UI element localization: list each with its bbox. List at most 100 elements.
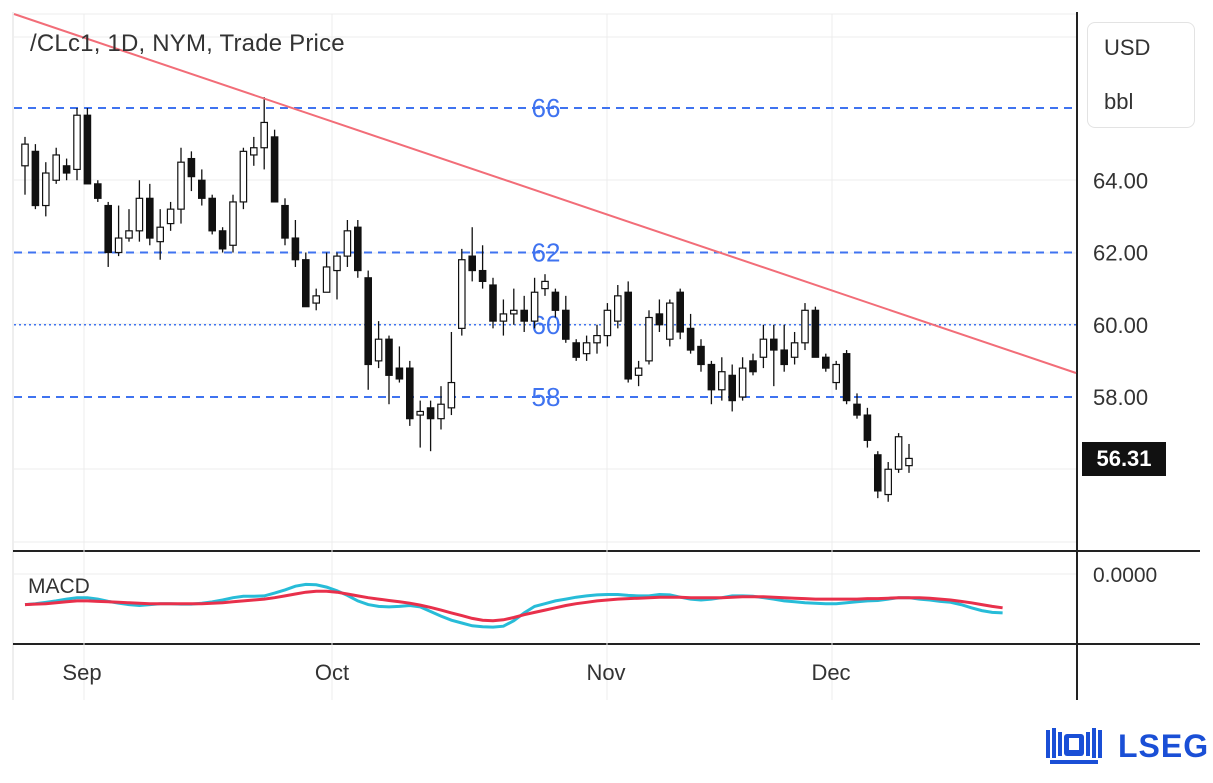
month-label: Dec <box>811 660 850 685</box>
candle-body <box>821 356 830 369</box>
macd-label: MACD <box>28 575 90 598</box>
candle-body <box>499 313 508 322</box>
candle-body <box>343 230 352 257</box>
candle-body <box>749 360 757 373</box>
candle-body <box>728 374 737 402</box>
macd-zero-label: 0.0000 <box>1093 564 1157 587</box>
price-tick-label: 58.00 <box>1093 385 1148 410</box>
candle-body <box>146 197 154 239</box>
candle-body <box>593 334 601 344</box>
candle-body <box>759 338 768 358</box>
candle-body <box>93 183 102 199</box>
price-tick-label: 64.00 <box>1093 168 1148 193</box>
candle-body <box>302 259 310 308</box>
candle-body <box>769 338 778 351</box>
candle-body <box>655 313 664 326</box>
candle-body <box>218 230 227 250</box>
candle-body <box>406 367 414 420</box>
lseg-logo: LSEG <box>1042 724 1209 768</box>
candle-body <box>489 284 497 322</box>
candle-body <box>842 353 851 402</box>
brand-name: LSEG <box>1118 727 1210 764</box>
macd-pane: 0.0000 <box>14 564 1157 629</box>
candle-body <box>156 226 165 243</box>
candle-body <box>468 255 477 272</box>
candle-body <box>426 407 435 420</box>
candle-body <box>73 114 81 171</box>
candle-body <box>333 255 341 272</box>
candle-body <box>416 410 425 416</box>
candle-body <box>281 204 289 239</box>
candle-body <box>166 208 175 225</box>
unit-selector[interactable]: USD bbl <box>1087 22 1195 128</box>
candle-body <box>260 121 269 149</box>
signal-line <box>24 589 1003 623</box>
candle-body <box>561 309 570 340</box>
candle-body <box>905 457 913 467</box>
candle-body <box>863 414 872 441</box>
candle-body <box>239 150 248 203</box>
candle-body <box>250 147 258 156</box>
last-price-tag: 56.31 <box>1082 442 1166 476</box>
candle-body <box>853 403 861 416</box>
price-tick-label: 62.00 <box>1093 241 1148 266</box>
candle-body <box>738 367 747 398</box>
candle-body <box>811 309 820 358</box>
candle-body <box>458 259 466 329</box>
candle-body <box>645 316 653 362</box>
trendline-group <box>13 13 1077 374</box>
candle-body <box>603 309 612 337</box>
candle-body <box>613 295 622 322</box>
level-label-66: 66 <box>532 93 561 123</box>
candle-body <box>177 161 185 210</box>
candle-body <box>395 367 404 380</box>
month-label: Oct <box>315 660 349 685</box>
candle-body <box>530 291 539 322</box>
candle-body <box>198 179 206 199</box>
candle-body <box>686 327 695 351</box>
candle-body <box>270 136 279 203</box>
candle-body <box>634 367 643 376</box>
candle-body <box>354 226 362 272</box>
candle-body <box>582 342 591 355</box>
candle-body <box>312 295 321 304</box>
candle-body <box>62 165 71 174</box>
candle-body <box>125 230 133 239</box>
price-axis: 64.00 62.00 60.00 58.00 <box>1093 168 1148 410</box>
candle-body <box>717 371 726 391</box>
candle-body <box>52 154 61 181</box>
candle-body <box>697 345 705 366</box>
candles <box>21 97 913 502</box>
month-label: Nov <box>586 660 625 685</box>
lseg-crest-icon <box>1046 728 1102 764</box>
candle-body <box>676 291 685 333</box>
candle-body <box>790 342 799 358</box>
candle-body <box>385 338 393 376</box>
candle-body <box>208 197 217 232</box>
candle-body <box>31 150 40 207</box>
candle-body <box>21 143 29 167</box>
candle-body <box>291 237 300 261</box>
candle-body <box>624 291 633 380</box>
macd-line <box>24 582 1003 629</box>
candle-body <box>884 468 893 496</box>
candle-body <box>374 338 383 362</box>
candle-body <box>510 309 518 315</box>
candle-body <box>801 309 809 344</box>
candle-body <box>832 363 841 384</box>
candle-body <box>665 302 674 340</box>
candle-body <box>541 280 549 290</box>
time-axis: Sep Oct Nov Dec <box>62 660 850 685</box>
level-label-58: 58 <box>532 382 561 412</box>
candle-body <box>135 197 144 232</box>
candle-body <box>437 403 445 420</box>
candle-body <box>707 363 716 391</box>
candle-body <box>894 436 903 470</box>
trendline <box>13 13 1077 374</box>
currency-unit: USD <box>1104 35 1151 60</box>
candle-body <box>447 381 456 409</box>
candle-body <box>873 454 882 492</box>
candle-body <box>780 349 789 366</box>
